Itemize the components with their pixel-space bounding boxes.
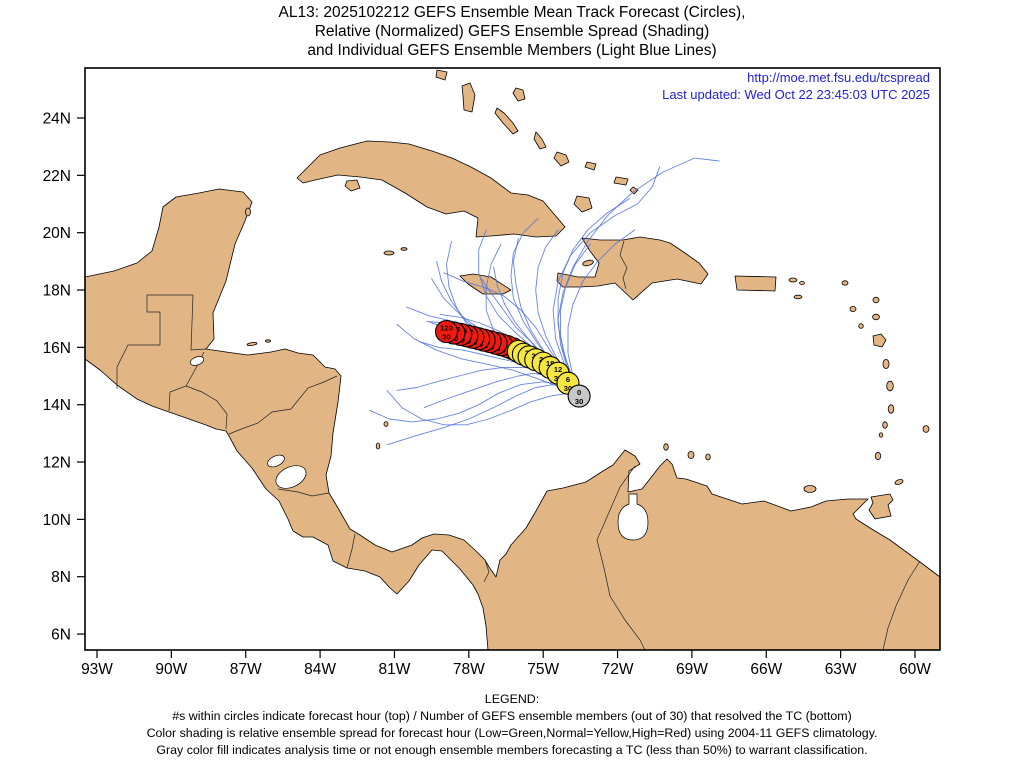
island-grenada <box>874 451 882 460</box>
island-st-kitts <box>849 305 857 312</box>
island-st-lucia <box>887 404 895 414</box>
title-line-3: and Individual GEFS Ensemble Members (Li… <box>307 42 717 59</box>
island-juventud <box>344 179 361 192</box>
plot-frame <box>84 67 941 651</box>
island-barbados <box>922 425 930 433</box>
island-providencia <box>383 421 389 427</box>
island-trinidad <box>868 493 894 520</box>
island-gonave <box>582 259 594 267</box>
source-url-link[interactable]: http://moe.met.fsu.edu/tcspread <box>747 70 930 85</box>
island-margarita <box>803 485 817 493</box>
landmass-group <box>84 69 941 651</box>
ensemble-member-track <box>386 384 580 446</box>
island-great-inagua <box>573 195 593 213</box>
lon-tick-label: 93W <box>81 661 113 678</box>
title-line-2: Relative (Normalized) GEFS Ensemble Spre… <box>314 23 710 40</box>
islands-lesser-antilles <box>788 277 930 520</box>
island-caicos <box>613 176 629 186</box>
ensemble-member-track <box>557 157 720 397</box>
ensemble-member-track <box>567 229 636 397</box>
lake-maracaibo <box>617 493 649 541</box>
island-antigua <box>872 313 880 321</box>
header-links: http://moe.met.fsu.edu/tcspread Last upd… <box>0 69 930 103</box>
island-dominica <box>882 358 890 369</box>
lon-tick-label: 90W <box>155 661 187 678</box>
country-borders <box>116 240 921 651</box>
legend-line-1: #s within circles indicate forecast hour… <box>172 709 852 723</box>
lon-tick-label: 72W <box>602 661 634 678</box>
circle-hour-label: 18 <box>546 359 554 368</box>
island-st-vincent <box>882 421 888 429</box>
island-jamaica <box>459 273 512 295</box>
ensemble-member-track <box>396 323 580 397</box>
mean-track-circles: 5430603066307230783084309030963010230108… <box>434 320 591 408</box>
ensemble-member-track <box>557 197 631 397</box>
islands-bahamas <box>435 69 639 213</box>
land-cuba <box>296 140 566 238</box>
lat-tick-label: 16N <box>43 340 71 357</box>
circle-hour-label: 0 <box>577 388 581 397</box>
lakes <box>189 356 649 541</box>
axes-layer: 24N 22N 20N 18N 16N 14N 12N 10N 8N 6N 93W 90W 87W 84W… <box>43 111 932 679</box>
legend-block: LEGEND: #s within circles indicate forec… <box>0 691 1024 759</box>
lat-tick-label: 22N <box>43 168 71 185</box>
lat-tick-label: 8N <box>51 569 71 586</box>
lon-tick-label: 84W <box>304 661 336 678</box>
last-updated-text: Last updated: Wed Oct 22 23:45:03 UTC 20… <box>662 87 930 102</box>
circle-hour-label: 120 <box>440 323 453 332</box>
lat-tick-label: 12N <box>43 455 71 472</box>
lon-tick-label: 78W <box>453 661 485 678</box>
island-curacao <box>687 451 695 459</box>
island-cozumel <box>245 207 251 217</box>
lat-tick-label: 20N <box>43 225 71 242</box>
island-st-croix <box>793 294 803 300</box>
island-roatan <box>246 342 258 346</box>
lon-tick-label: 75W <box>527 661 559 678</box>
circle-hour-label: 12 <box>554 365 562 374</box>
ensemble-member-track <box>386 389 580 426</box>
island-barbuda <box>872 296 880 304</box>
ensemble-member-track <box>369 381 580 423</box>
lat-tick-label: 18N <box>43 283 71 300</box>
legend-heading: LEGEND: <box>484 692 540 706</box>
lon-tick-label: 87W <box>230 661 262 678</box>
circle-members-label: 30 <box>442 332 450 341</box>
island-aruba <box>663 443 669 451</box>
circle-members-label: 30 <box>564 384 572 393</box>
ensemble-member-track <box>552 166 661 397</box>
land-mexico-central-america-south-america <box>84 188 941 651</box>
title-line-1: AL13: 2025102212 GEFS Ensemble Mean Trac… <box>278 4 746 21</box>
chart-title: AL13: 2025102212 GEFS Ensemble Mean Trac… <box>0 3 1024 60</box>
lon-tick-label: 63W <box>825 661 857 678</box>
island-guadeloupe <box>872 333 887 348</box>
lon-tick-label: 60W <box>899 661 931 678</box>
lat-tick-label: 14N <box>43 397 71 414</box>
lake-managua <box>267 454 285 468</box>
legend-line-3: Gray color fill indicates analysis time … <box>156 743 868 757</box>
island-san-andres <box>375 442 381 450</box>
circle-members-label: 30 <box>575 397 583 406</box>
island-tobago <box>894 479 904 485</box>
forecast-circle-0h: 030 <box>567 384 591 408</box>
lon-tick-label: 66W <box>750 661 782 678</box>
lat-tick-label: 10N <box>43 512 71 529</box>
island-puerto-rico <box>734 275 777 292</box>
island-hispaniola <box>556 236 709 301</box>
lake-izabal <box>189 356 205 366</box>
islands-caribbean-small <box>245 179 817 493</box>
legend-line-2: Color shading is relative ensemble sprea… <box>146 726 878 740</box>
lat-tick-label: 24N <box>43 111 71 128</box>
lake-nicaragua <box>275 465 307 489</box>
lon-tick-label: 81W <box>379 661 411 678</box>
circle-hour-label: 6 <box>566 375 570 384</box>
island-bonaire <box>705 453 711 461</box>
lon-tick-label: 69W <box>676 661 708 678</box>
lat-tick-label: 6N <box>51 627 71 644</box>
island-grand-cayman <box>383 250 395 256</box>
island-andros <box>461 82 476 113</box>
island-martinique <box>886 380 894 392</box>
